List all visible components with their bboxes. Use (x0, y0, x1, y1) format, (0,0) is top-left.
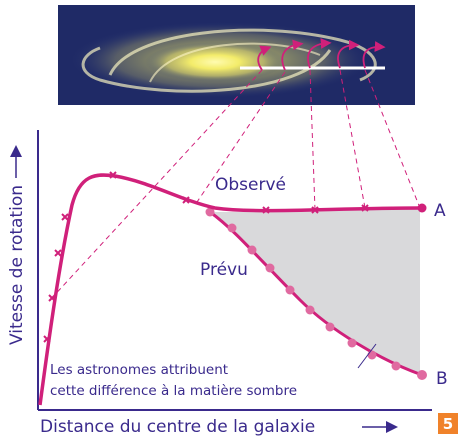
figure-number-box (438, 413, 458, 434)
galaxy-image (58, 5, 415, 105)
leader-line (357, 343, 377, 369)
observed-points (43, 171, 427, 343)
annotation: Les astronomes attribuent (50, 362, 228, 378)
x-axis-label: Distance du centre de la galaxie (40, 417, 315, 437)
observed-label: Observé (215, 175, 286, 195)
end-label-b: B (436, 369, 448, 389)
predicted-curve (209, 210, 423, 377)
y-axis-label: Vitesse de rotation (7, 185, 27, 345)
annotation: cette différence à la matière sombre (50, 383, 297, 399)
projection-lines (49, 69, 421, 301)
difference-area (210, 208, 420, 375)
end-label-a: A (434, 201, 446, 221)
predicted-points (205, 207, 427, 380)
predicted-label: Prévu (200, 260, 248, 280)
figure-number: 5 (443, 415, 453, 433)
